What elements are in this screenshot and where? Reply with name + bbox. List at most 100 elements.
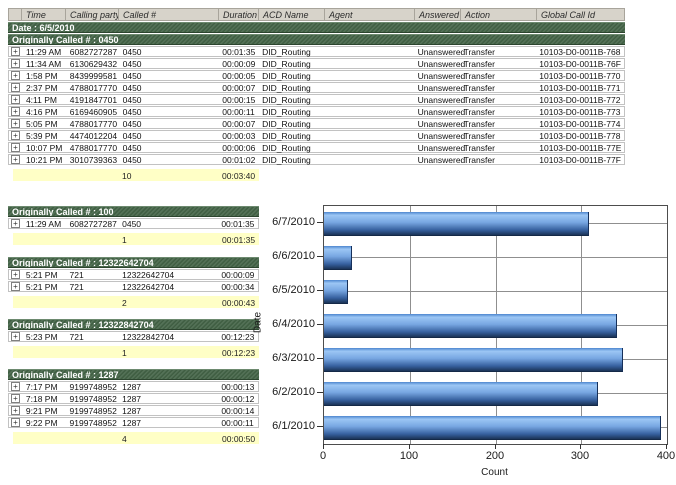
expand-cell: + [9,332,23,341]
expand-row-button[interactable]: + [11,332,20,341]
table-row: +11:34 AM6130629432045000:00:09DID_Routi… [8,58,625,69]
summary-total-duration: 00:01:35 [219,233,259,245]
table-row: +11:29 AM6082727287045000:01:35 [8,218,259,229]
main-table: TimeCalling party #Called #DurationACD N… [8,8,625,181]
column-header-calling-party-: Calling party # [66,8,119,21]
row-cell: DID_Routing [259,155,325,164]
summary-spacer [66,432,119,444]
y-tick-mark [317,392,323,393]
row-cell: 10103-D0-0011B-76F [536,59,624,68]
expand-row-button[interactable]: + [11,282,20,291]
row-cell: 10103-D0-0011B-771 [536,83,624,92]
row-cell: 9:21 PM [23,406,67,415]
row-cell: 10103-D0-0011B-77F [536,155,624,164]
summary-count: 1 [119,346,219,358]
expand-row-button[interactable]: + [11,107,20,116]
y-tick-mark [317,324,323,325]
row-cell: 00:00:06 [219,143,259,152]
y-tick-label: 6/2/2010 [257,386,315,398]
expand-cell: + [9,270,23,279]
x-tick-mark [409,444,410,449]
expand-row-button[interactable]: + [11,59,20,68]
expand-row-button[interactable]: + [11,143,20,152]
summary-total-duration: 00:03:40 [219,169,259,181]
summary-spacer [22,169,66,181]
table-row: +1:58 PM8439999581045000:00:05DID_Routin… [8,70,625,81]
y-axis-title: Date [253,301,264,345]
expand-row-button[interactable]: + [11,83,20,92]
expand-cell: + [9,143,23,152]
row-cell [325,47,415,56]
table-row: +7:18 PM9199748952128700:00:12 [8,393,259,404]
expand-row-button[interactable]: + [11,382,20,391]
y-tick-mark [317,290,323,291]
expand-row-button[interactable]: + [11,406,20,415]
row-cell: DID_Routing [259,107,325,116]
row-cell: 721 [67,270,120,279]
row-cell: Unanswered [415,95,461,104]
date-group-header: Date : 6/5/2010 [8,22,625,33]
y-tick-label: 6/7/2010 [257,216,315,228]
y-tick-mark [317,222,323,223]
row-cell: 6169460905 [67,107,120,116]
summary-spacer [66,233,119,245]
row-cell: 10103-D0-0011B-768 [536,47,624,56]
expand-cell: + [9,382,23,391]
table-row: +4:11 PM4191847701045000:00:15DID_Routin… [8,94,625,105]
expand-row-button[interactable]: + [11,95,20,104]
summary-spacer [22,346,66,358]
summary-spacer [13,346,22,358]
row-cell: 1287 [119,382,218,391]
expand-row-button[interactable]: + [11,155,20,164]
row-cell: 0450 [120,47,220,56]
expand-row-button[interactable]: + [11,119,20,128]
row-cell: Unanswered [415,71,461,80]
row-cell: Unanswered [415,107,461,116]
x-tick-label: 100 [389,450,429,462]
expand-row-button[interactable]: + [11,394,20,403]
column-header-duration: Duration [219,8,259,21]
expand-row-button[interactable]: + [11,270,20,279]
row-cell: Transfer [461,143,537,152]
row-cell: Transfer [461,95,537,104]
x-tick-label: 0 [303,450,343,462]
bar-6-3-2010 [324,348,623,372]
x-tick-mark [495,444,496,449]
x-tick-label: 400 [646,450,676,462]
row-cell: 12322842704 [119,332,218,341]
summary-spacer [66,296,119,308]
expand-row-button[interactable]: + [11,131,20,140]
row-cell [325,131,415,140]
bar-6-7-2010 [324,212,589,236]
row-cell: 11:29 AM [23,219,67,228]
row-cell: 5:39 PM [23,131,67,140]
row-cell [325,119,415,128]
row-cell: 4788017770 [67,83,120,92]
expand-row-button[interactable]: + [11,47,20,56]
row-cell: 1287 [119,394,218,403]
row-cell [325,71,415,80]
expand-row-button[interactable]: + [11,71,20,80]
row-cell: Unanswered [415,131,461,140]
horizontal-gridline [324,257,667,258]
table-row: +5:05 PM4788017770045000:00:07DID_Routin… [8,118,625,129]
row-cell: 0450 [120,83,220,92]
row-cell: Transfer [461,83,537,92]
row-cell: 0450 [120,119,220,128]
row-cell: 10103-D0-0011B-778 [536,131,624,140]
expand-row-button[interactable]: + [11,418,20,427]
row-cell: 00:00:09 [218,270,258,279]
row-cell: Transfer [461,131,537,140]
summary-row: 100:12:23 [13,346,259,358]
row-cell: 00:01:35 [218,219,258,228]
row-cell: Transfer [461,107,537,116]
expand-row-button[interactable]: + [11,219,20,228]
row-cell [325,59,415,68]
row-cell: DID_Routing [259,71,325,80]
row-cell: 0450 [120,155,220,164]
table-row: +10:07 PM4788017770045000:00:06DID_Routi… [8,142,625,153]
summary-spacer [13,169,22,181]
row-cell: Transfer [461,155,537,164]
row-cell: 00:00:11 [219,107,259,116]
expand-cell: + [9,131,23,140]
